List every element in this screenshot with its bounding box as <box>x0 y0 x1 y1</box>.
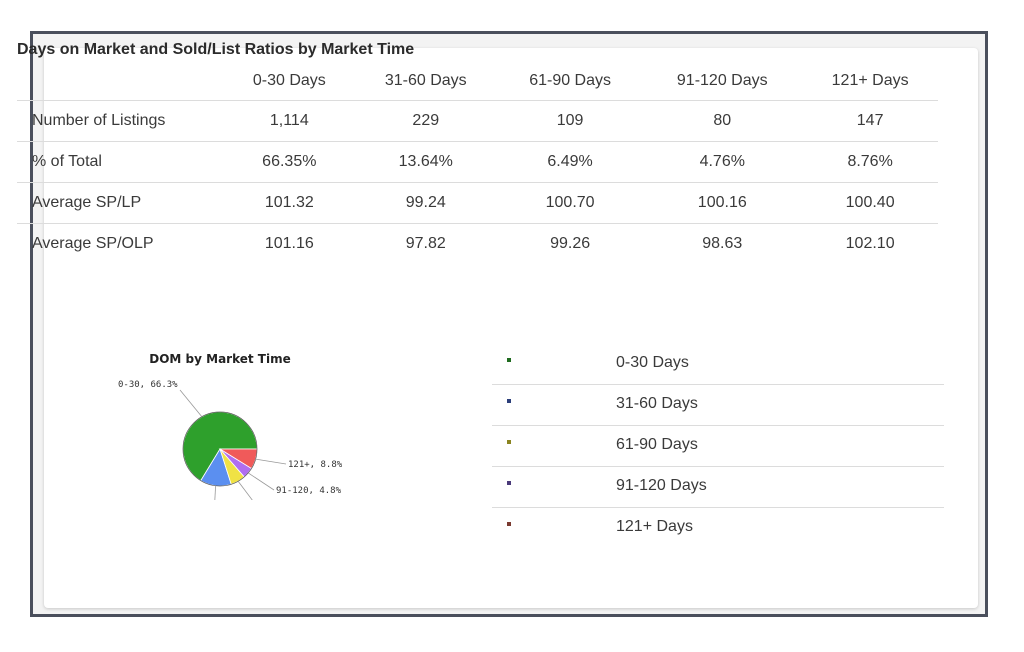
table-cell: 4.76% <box>642 141 803 183</box>
slice-label: 91-120, 4.8% <box>276 486 342 496</box>
table-row: Number of Listings 1,114 229 109 80 147 <box>17 100 938 142</box>
column-header: 91-120 Days <box>676 72 768 89</box>
table-cell: 101.32 <box>225 182 354 224</box>
legend-label: 61-90 Days <box>616 436 698 453</box>
legend-swatch <box>507 440 511 444</box>
slice-label: 121+, 8.8% <box>288 460 343 470</box>
table-row: % of Total 66.35% 13.64% 6.49% 4.76% 8.7… <box>17 141 938 183</box>
table-cell: 100.16 <box>642 182 803 224</box>
slice-label: 0-30, 66.3% <box>118 380 178 390</box>
legend-label: 31-60 Days <box>616 395 698 412</box>
pie-chart-svg: DOM by Market Time 0-30, 66.3%31-60, 13.… <box>118 352 343 522</box>
legend-swatch <box>507 481 511 485</box>
table-cell: 100.40 <box>802 182 938 224</box>
legend-swatch <box>507 522 511 526</box>
table-row: Average SP/LP 101.32 99.24 100.70 100.16… <box>17 182 938 224</box>
leader-line <box>247 472 275 491</box>
row-label: Average SP/OLP <box>17 223 225 264</box>
table-cell: 97.82 <box>353 223 498 264</box>
legend-label: 121+ Days <box>616 518 693 535</box>
table-cell: 229 <box>353 100 498 142</box>
table-cell: 99.26 <box>497 223 643 264</box>
legend-item: 31-60 Days <box>492 385 944 426</box>
table-cell: 66.35% <box>225 141 354 183</box>
legend-item: 91-120 Days <box>492 467 944 508</box>
table-cell: 1,114 <box>225 100 354 142</box>
legend-label: 91-120 Days <box>616 477 707 494</box>
stats-table: 0-30 Days 31-60 Days 61-90 Days 91-120 D… <box>17 62 938 264</box>
table-cell: 99.24 <box>353 182 498 224</box>
leader-line <box>237 481 257 506</box>
column-header: 61-90 Days <box>529 72 612 89</box>
leader-line <box>179 389 203 417</box>
pie-outline <box>182 411 258 487</box>
legend-swatch <box>507 358 511 362</box>
column-header: 121+ Days <box>831 72 909 89</box>
legend-label: 0-30 Days <box>616 354 689 371</box>
table-cell: 80 <box>642 100 803 142</box>
report-title: Days on Market and Sold/List Ratios by M… <box>17 41 415 58</box>
column-header: 0-30 Days <box>252 72 326 89</box>
table-corner-cell <box>17 62 225 101</box>
legend-item: 0-30 Days <box>492 344 944 385</box>
chart-legend: 0-30 Days 31-60 Days 61-90 Days 91-120 D… <box>492 344 944 548</box>
chart-title: DOM by Market Time <box>149 352 290 366</box>
column-header: 31-60 Days <box>384 72 467 89</box>
row-label: Average SP/LP <box>17 182 225 224</box>
row-label: Number of Listings <box>17 100 225 142</box>
table-cell: 109 <box>497 100 643 142</box>
legend-swatch <box>507 399 511 403</box>
leader-line <box>255 458 287 465</box>
table-row: Average SP/OLP 101.16 97.82 99.26 98.63 … <box>17 223 938 264</box>
table-cell: 98.63 <box>642 223 803 264</box>
table-cell: 13.64% <box>353 141 498 183</box>
table-cell: 101.16 <box>225 223 354 264</box>
table-cell: 8.76% <box>802 141 938 183</box>
table-cell: 102.10 <box>802 223 938 264</box>
pie-chart: DOM by Market Time 0-30, 66.3%31-60, 13.… <box>70 310 410 522</box>
legend-item: 61-90 Days <box>492 426 944 467</box>
table-cell: 147 <box>802 100 938 142</box>
leader-line <box>213 485 216 517</box>
row-label: % of Total <box>17 141 225 183</box>
table-cell: 100.70 <box>497 182 643 224</box>
legend-item: 121+ Days <box>492 508 944 548</box>
table-header-row: 0-30 Days 31-60 Days 61-90 Days 91-120 D… <box>17 62 938 101</box>
table-cell: 6.49% <box>497 141 643 183</box>
